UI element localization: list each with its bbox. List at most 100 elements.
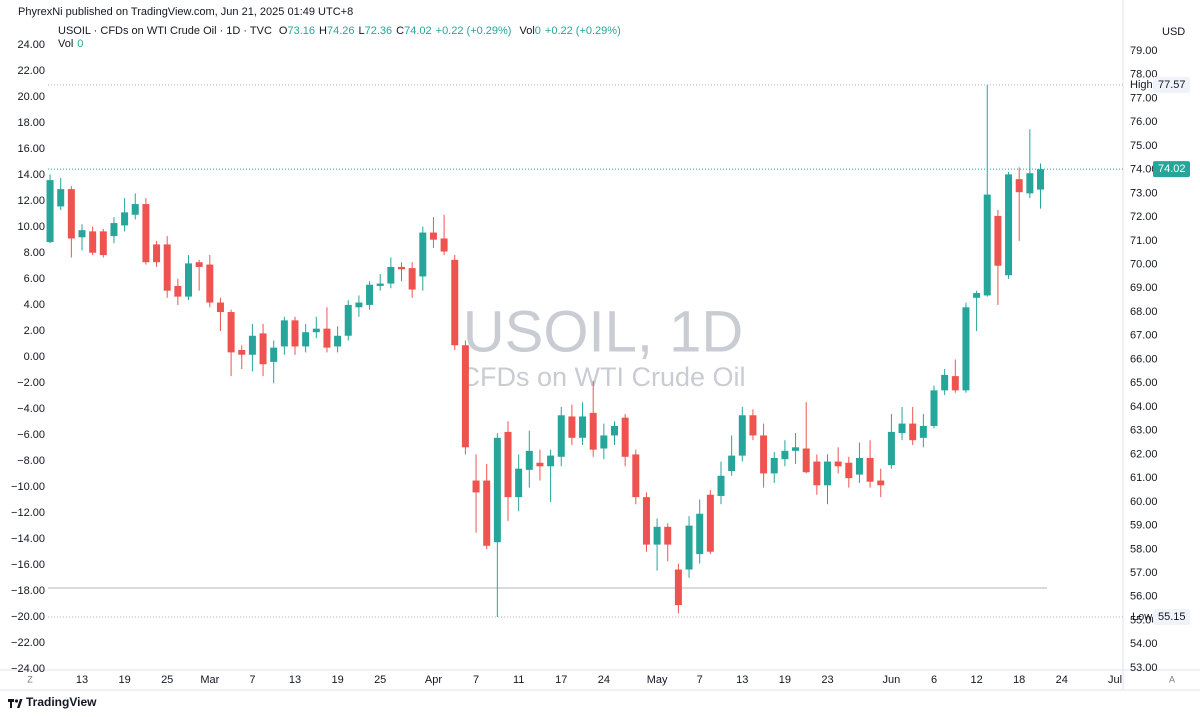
x-tick-label: 6 — [931, 674, 937, 686]
x-tick-label: May — [647, 674, 668, 686]
y2-tick-label: −2.00 — [17, 377, 45, 389]
candle-body — [855, 457, 863, 475]
candle-body — [802, 448, 810, 473]
candle-body — [408, 268, 416, 290]
y2-tick-label: −22.00 — [11, 637, 45, 649]
candle-body — [515, 468, 523, 498]
y-tick-label: 75.00 — [1130, 140, 1158, 152]
x-tick-label: 23 — [821, 674, 833, 686]
x-tick-label: 7 — [697, 674, 703, 686]
candle-body — [877, 480, 885, 486]
candle-body — [770, 457, 778, 474]
legend-item: Vol — [58, 38, 73, 50]
legend-item: C — [396, 25, 404, 37]
candle-body — [525, 450, 533, 470]
x-tick-label: 12 — [970, 674, 982, 686]
x-tick-label: 24 — [598, 674, 610, 686]
y2-tick-label: −24.00 — [11, 663, 45, 675]
y-tick-label: 56.00 — [1130, 591, 1158, 603]
x-tick-label: Mar — [200, 674, 219, 686]
candle-body — [238, 350, 246, 355]
candle-body — [994, 215, 1002, 266]
candle-body — [334, 335, 342, 347]
candle-body — [887, 431, 895, 466]
y2-tick-label: −18.00 — [11, 585, 45, 597]
candle-body — [366, 284, 374, 305]
x-tick-label: 19 — [118, 674, 130, 686]
y-tick-label: 79.00 — [1130, 45, 1158, 57]
x-tick-label: 19 — [331, 674, 343, 686]
candle-body — [717, 475, 725, 496]
candle-body — [536, 462, 544, 467]
candle-body — [483, 480, 491, 546]
candle-body — [749, 415, 757, 436]
candle-body — [760, 435, 768, 474]
y-tick-label: 74.00 — [1130, 164, 1158, 176]
y-tick-label: 59.00 — [1130, 520, 1158, 532]
high-price: 77.57 — [1158, 79, 1186, 91]
y2-tick-label: −12.00 — [11, 507, 45, 519]
published-note: PhyrexNi published on TradingView.com, J… — [18, 6, 353, 18]
candle-body — [973, 293, 981, 298]
candle-body — [824, 461, 831, 486]
candle-body — [153, 244, 161, 263]
legend-item: 74.02 — [404, 25, 432, 37]
candle-body — [57, 189, 65, 207]
y-tick-label: 55.00 — [1130, 614, 1158, 626]
y2-tick-label: 8.00 — [24, 247, 45, 259]
y-tick-label: 72.00 — [1130, 211, 1158, 223]
y2-tick-label: 18.00 — [17, 117, 45, 129]
candle-body — [568, 416, 576, 438]
candle-body — [472, 480, 480, 493]
legend-item: USOIL · CFDs on WTI Crude Oil · 1D · TVC — [58, 25, 272, 37]
candle-body — [89, 231, 97, 253]
watermark: USOIL, 1D — [463, 299, 743, 364]
y2-tick-label: −4.00 — [17, 403, 45, 415]
legend-item: 0 — [535, 25, 541, 37]
candle-body — [131, 204, 139, 215]
candle-body — [440, 238, 448, 252]
candle-body — [216, 302, 224, 313]
candle-body — [280, 320, 288, 347]
candle-body — [728, 455, 736, 472]
candle-body — [121, 212, 129, 226]
x-tick-label: 18 — [1013, 674, 1025, 686]
candle-body — [1005, 174, 1013, 276]
candle-body — [451, 259, 459, 346]
x-tick-label: 25 — [374, 674, 386, 686]
legend-item: Vol — [519, 25, 534, 37]
candle-body — [930, 390, 938, 426]
candle-body — [898, 423, 906, 434]
candle-body — [302, 332, 310, 347]
low-price: 55.15 — [1158, 611, 1186, 623]
candle-body — [642, 497, 650, 545]
x-tick-label: 7 — [249, 674, 255, 686]
y-tick-label: 61.00 — [1130, 472, 1158, 484]
candle-body — [664, 526, 672, 545]
y-tick-label: 69.00 — [1130, 282, 1158, 294]
volume-legend: Vol 0 — [58, 38, 83, 50]
x-tick-label: 13 — [289, 674, 301, 686]
candle-body — [611, 425, 618, 436]
y2-tick-label: 22.00 — [17, 65, 45, 77]
y-tick-label: 57.00 — [1130, 567, 1158, 579]
candle-body — [792, 447, 800, 451]
auto-scale-button[interactable]: A — [1169, 674, 1175, 684]
x-tick-label: 13 — [76, 674, 88, 686]
y2-tick-label: −20.00 — [11, 611, 45, 623]
candle-body — [323, 328, 331, 348]
y-tick-label: 76.00 — [1130, 116, 1158, 128]
candle-body — [504, 431, 512, 498]
legend: USOIL · CFDs on WTI Crude Oil · 1D · TVC… — [58, 25, 621, 37]
candle-body — [387, 266, 395, 284]
candle-body — [227, 312, 235, 353]
y2-tick-label: 20.00 — [17, 91, 45, 103]
candle-body — [493, 437, 501, 543]
candle-body — [813, 461, 821, 486]
legend-item: 0 — [77, 38, 83, 50]
candle-body — [1037, 169, 1044, 190]
timezone-button[interactable]: Z — [27, 674, 33, 684]
candle-body — [429, 232, 437, 240]
candle-body — [674, 569, 682, 606]
